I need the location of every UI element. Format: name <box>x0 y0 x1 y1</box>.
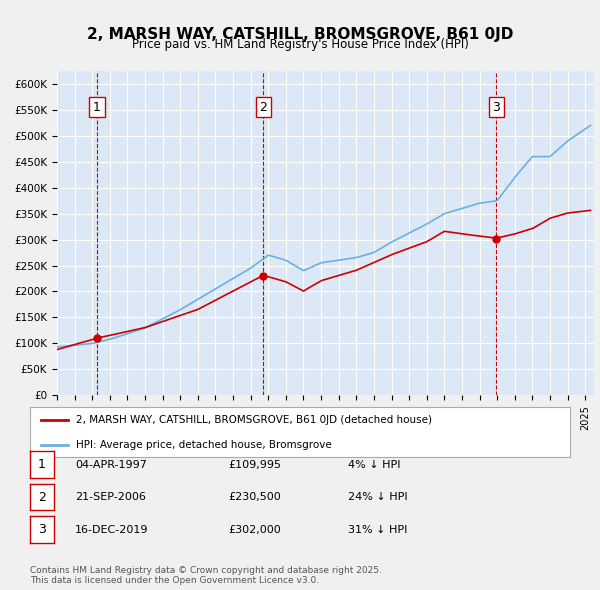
Text: Contains HM Land Registry data © Crown copyright and database right 2025.
This d: Contains HM Land Registry data © Crown c… <box>30 566 382 585</box>
Text: £230,500: £230,500 <box>228 493 281 502</box>
Text: £109,995: £109,995 <box>228 460 281 470</box>
Text: 21-SEP-2006: 21-SEP-2006 <box>75 493 146 502</box>
Text: £302,000: £302,000 <box>228 525 281 535</box>
Text: 2, MARSH WAY, CATSHILL, BROMSGROVE, B61 0JD (detached house): 2, MARSH WAY, CATSHILL, BROMSGROVE, B61 … <box>76 415 432 425</box>
Text: Price paid vs. HM Land Registry's House Price Index (HPI): Price paid vs. HM Land Registry's House … <box>131 38 469 51</box>
Text: 3: 3 <box>493 101 500 114</box>
Text: 3: 3 <box>38 523 46 536</box>
Text: 16-DEC-2019: 16-DEC-2019 <box>75 525 149 535</box>
Text: 2: 2 <box>259 101 267 114</box>
Text: 31% ↓ HPI: 31% ↓ HPI <box>348 525 407 535</box>
Text: 1: 1 <box>93 101 101 114</box>
Text: 4% ↓ HPI: 4% ↓ HPI <box>348 460 401 470</box>
Text: 1: 1 <box>38 458 46 471</box>
Text: HPI: Average price, detached house, Bromsgrove: HPI: Average price, detached house, Brom… <box>76 440 332 450</box>
Text: 24% ↓ HPI: 24% ↓ HPI <box>348 493 407 502</box>
Text: 04-APR-1997: 04-APR-1997 <box>75 460 147 470</box>
Text: 2, MARSH WAY, CATSHILL, BROMSGROVE, B61 0JD: 2, MARSH WAY, CATSHILL, BROMSGROVE, B61 … <box>87 27 513 41</box>
Text: 2: 2 <box>38 490 46 504</box>
